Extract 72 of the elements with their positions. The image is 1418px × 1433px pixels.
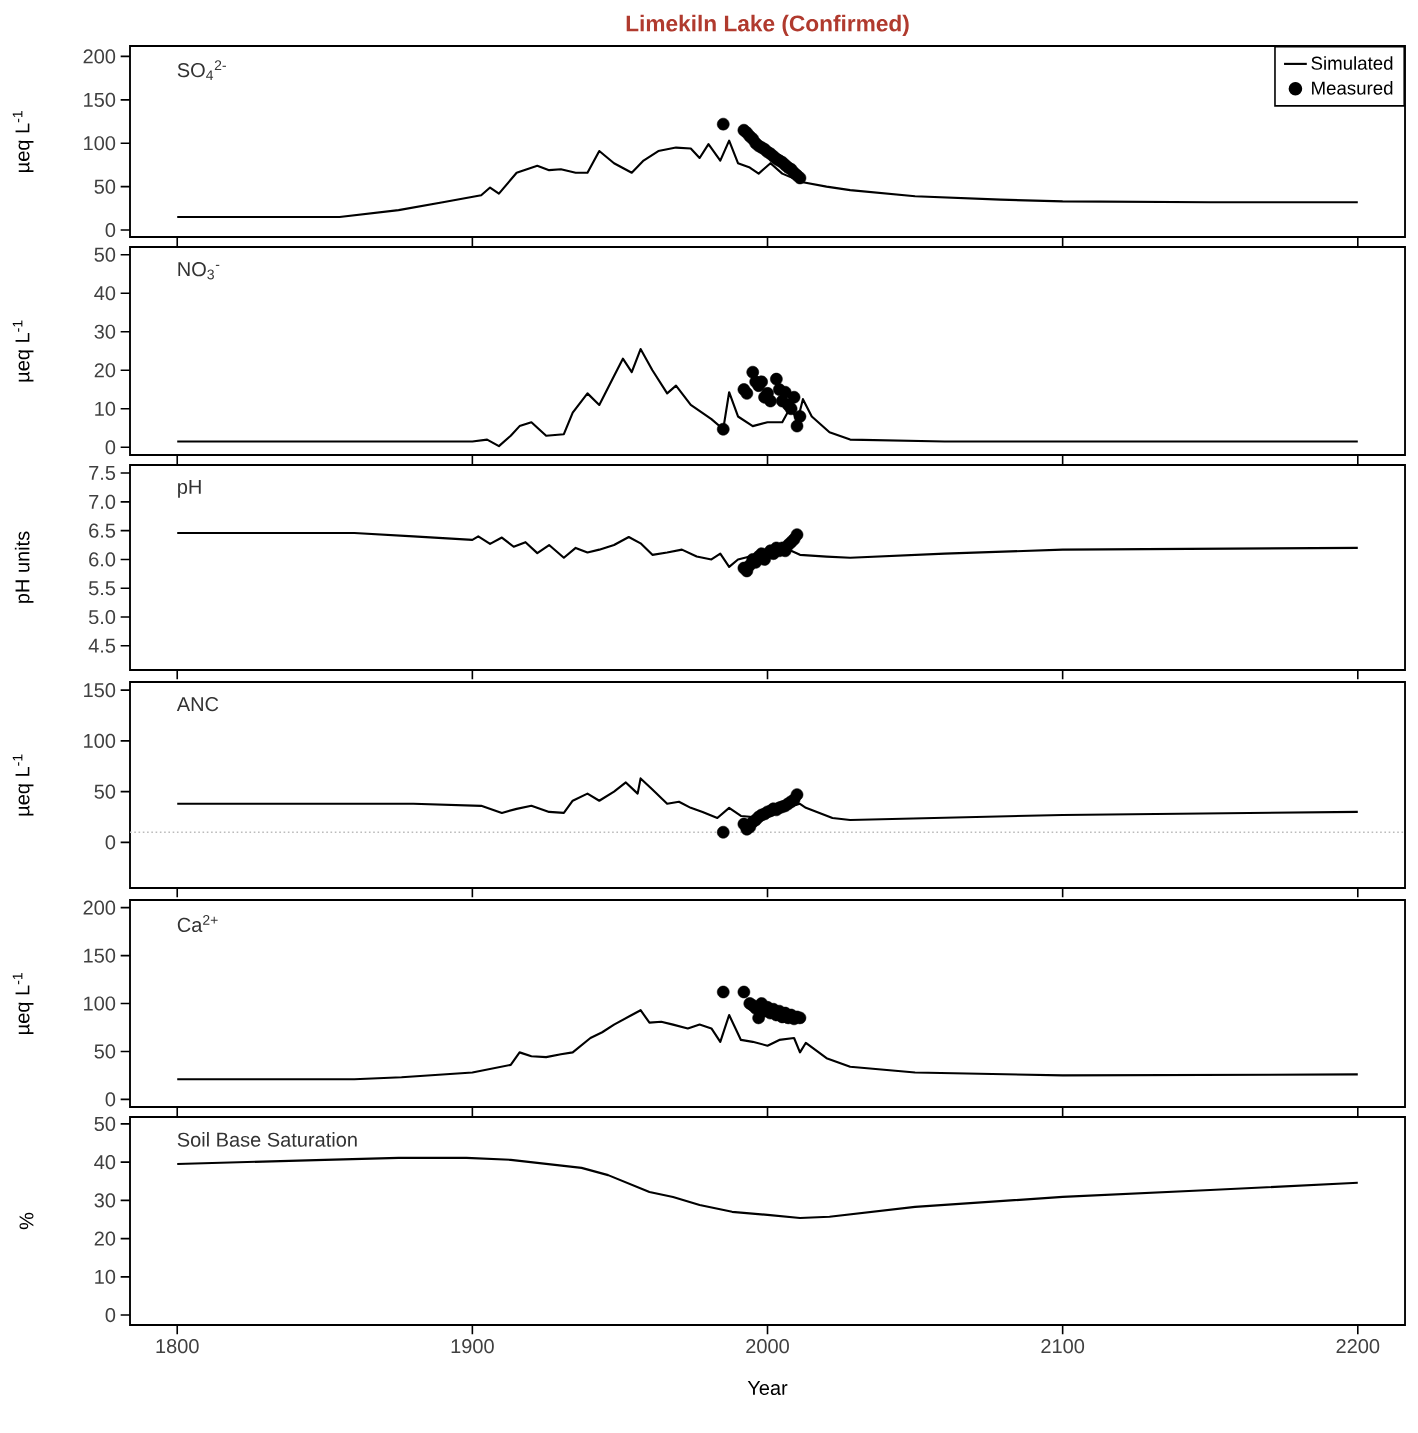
x-axis-title: Year bbox=[747, 1381, 788, 1395]
line-series bbox=[176, 1156, 1359, 1220]
y-tick-label: 0 bbox=[105, 835, 116, 850]
y-tick-label: 150 bbox=[84, 948, 116, 963]
point bbox=[716, 117, 730, 131]
y-axis-title: µeq L$^{-1}$ bbox=[12, 320, 34, 382]
y-tick-label: 50 bbox=[94, 179, 116, 194]
y-tick-label: 50 bbox=[94, 1044, 116, 1059]
line-series bbox=[176, 348, 1359, 448]
point bbox=[790, 788, 804, 801]
y-axis-title: µeq L$^{-1}$ bbox=[12, 111, 34, 172]
y-axis-title: pH units bbox=[14, 531, 34, 603]
annotation: ANC bbox=[176, 697, 219, 712]
annotation: NO$_{3}$- bbox=[178, 262, 220, 280]
y-tick-label: 7.0 bbox=[89, 494, 116, 509]
y-axis-title: µeq L$^{-1}$ bbox=[12, 754, 34, 816]
y-tick-label: 5.5 bbox=[88, 581, 116, 596]
x-tick-label: 1900 bbox=[451, 1339, 494, 1354]
y-tick-label: 6.5 bbox=[89, 523, 116, 538]
y-tick-label: 150 bbox=[84, 683, 116, 698]
y-tick-label: 40 bbox=[94, 1155, 116, 1170]
x-tick-label: 1800 bbox=[156, 1339, 199, 1354]
y-tick-label: 10 bbox=[95, 401, 116, 416]
y-axis-title: µeq L$^{-1}$ bbox=[12, 973, 34, 1034]
point bbox=[778, 385, 792, 399]
y-tick-label: 10 bbox=[95, 1269, 116, 1284]
y-tick-label: 50 bbox=[94, 1116, 116, 1131]
y-tick-label: 4.5 bbox=[88, 638, 116, 653]
y-tick-label: 40 bbox=[94, 286, 116, 301]
y-tick-label: 200 bbox=[83, 49, 116, 64]
y-tick-label: 50 bbox=[94, 784, 116, 799]
line-series bbox=[176, 139, 1359, 219]
y-tick-label: 30 bbox=[94, 324, 116, 339]
y-tick-label: 100 bbox=[84, 733, 116, 748]
point bbox=[793, 410, 807, 423]
y-tick-label: 6.0 bbox=[89, 552, 116, 567]
annotation: pH bbox=[178, 479, 201, 498]
point bbox=[770, 372, 783, 386]
y-tick-label: 0 bbox=[105, 440, 116, 455]
y-tick-label: 20 bbox=[94, 363, 116, 378]
x-tick-label: 2000 bbox=[746, 1339, 789, 1354]
y-tick-label: 5.0 bbox=[88, 609, 116, 625]
y-tick-label: 20 bbox=[94, 1231, 116, 1246]
annotation: Soil Base Saturation bbox=[177, 1132, 357, 1147]
y-tick-label: 100 bbox=[84, 996, 116, 1011]
y-tick-label: 7.5 bbox=[89, 466, 116, 481]
x-tick-label: 2100 bbox=[1041, 1339, 1085, 1354]
y-tick-label: 0 bbox=[105, 1092, 116, 1107]
y-tick-label: 150 bbox=[84, 92, 116, 107]
y-tick-label: 0 bbox=[105, 1307, 116, 1323]
line-series bbox=[176, 1009, 1359, 1081]
point bbox=[716, 825, 730, 839]
y-tick-label: 50 bbox=[94, 247, 116, 262]
annotation: Ca$^{2+}$ bbox=[177, 915, 218, 932]
point bbox=[716, 422, 730, 436]
point bbox=[740, 387, 754, 400]
y-tick-label: 100 bbox=[84, 136, 116, 151]
point bbox=[784, 402, 798, 416]
y-tick-label: 30 bbox=[94, 1193, 116, 1208]
legend-label: Measured bbox=[1312, 80, 1393, 95]
point bbox=[737, 985, 751, 999]
point bbox=[764, 394, 777, 408]
annotation: SO$_{4}$2- bbox=[177, 60, 226, 81]
point bbox=[790, 528, 804, 541]
legend-label: Simulated bbox=[1311, 56, 1393, 70]
y-tick-label: 200 bbox=[83, 900, 116, 915]
point bbox=[716, 985, 730, 999]
y-tick-label: 0 bbox=[105, 222, 116, 238]
chart-title: Limekiln Lake (Confirmed) bbox=[626, 14, 909, 36]
point bbox=[787, 390, 801, 404]
x-tick-label: 2200 bbox=[1336, 1339, 1380, 1354]
y-axis-title: % bbox=[19, 1212, 34, 1230]
